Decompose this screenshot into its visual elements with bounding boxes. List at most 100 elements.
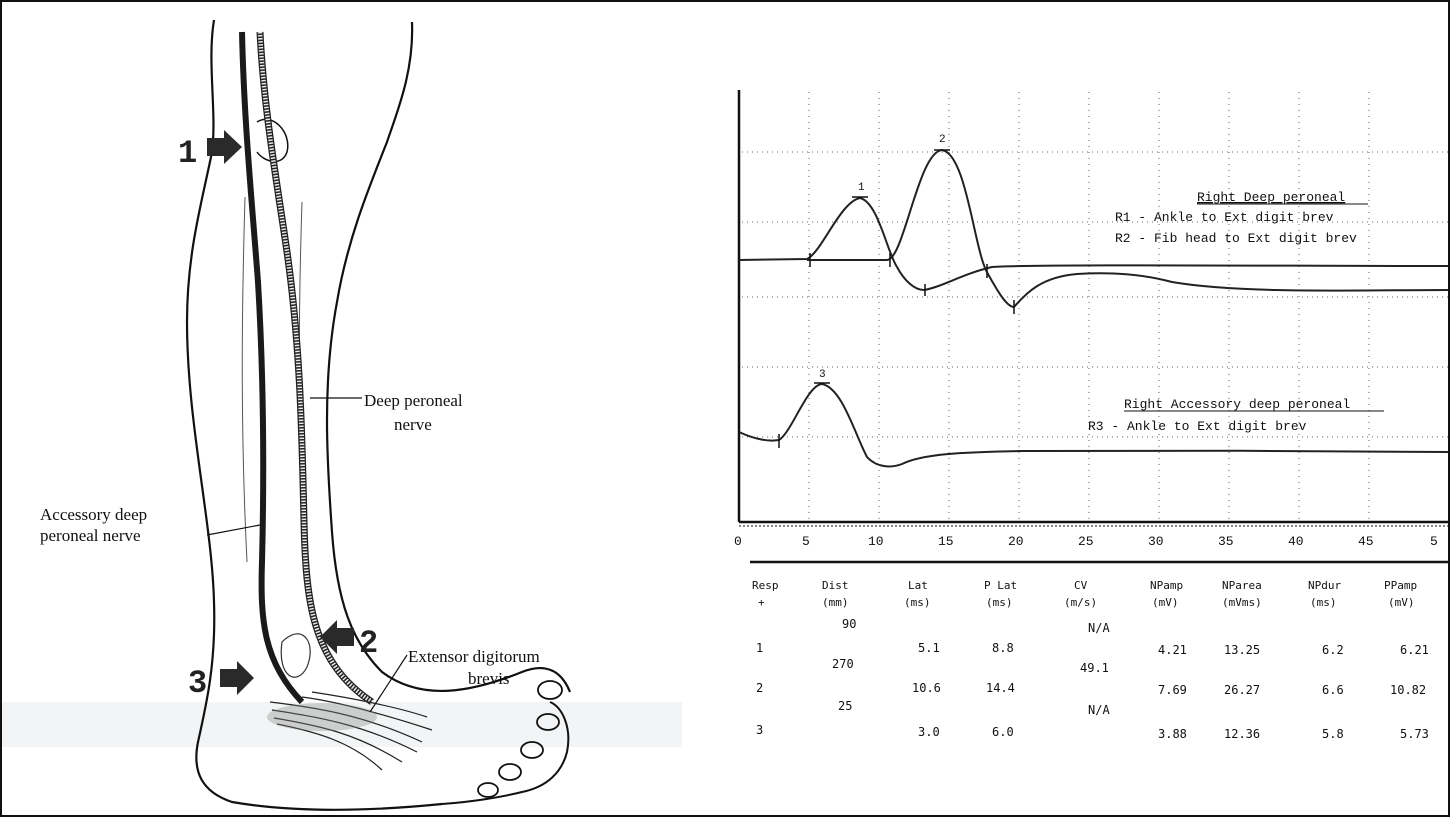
- peak-markers: [814, 149, 950, 384]
- toe-4: [498, 763, 522, 781]
- legend-bottom-title: Right Accessory deep peroneal: [1124, 397, 1350, 412]
- marker-3: 3: [188, 665, 207, 702]
- header-npdur-top: NPdur: [1308, 579, 1341, 592]
- header-cv-bot: (m/s): [1064, 596, 1097, 609]
- header-npamp-bot: (mV): [1152, 596, 1179, 609]
- trace-r1: [738, 196, 1449, 292]
- arrow-1-icon: [207, 130, 242, 164]
- marker-1: 1: [178, 135, 197, 172]
- accessory-deep-peroneal-nerve: [239, 31, 305, 705]
- header-nparea-bot: (mVms): [1222, 596, 1262, 609]
- header-nparea-top: NParea: [1222, 579, 1262, 592]
- toe-1: [537, 680, 563, 700]
- latency-markers: [778, 253, 1015, 448]
- trace-r2: [807, 148, 1449, 309]
- header-ppamp-bot: (mV): [1388, 596, 1415, 609]
- deep-peroneal-label-1: Deep peroneal: [364, 391, 463, 410]
- cell-ppamp: 6.21: [1400, 643, 1429, 657]
- cell-nparea: 13.25: [1224, 643, 1260, 657]
- legend-r3: R3 - Ankle to Ext digit brev: [1088, 419, 1307, 434]
- table-row: 3 3.0 6.0 3.88 12.36 5.8 5.73: [756, 723, 1429, 741]
- edb-label-2: brevis: [468, 669, 510, 688]
- segment-cv: 49.1: [1080, 661, 1109, 675]
- peak-label-2: 2: [939, 134, 946, 146]
- toe-2: [536, 713, 560, 731]
- cell-resp: 2: [756, 681, 763, 695]
- toe-3: [520, 741, 544, 759]
- malleolus: [280, 633, 311, 678]
- legend-top-title: Right Deep peroneal: [1197, 190, 1345, 205]
- nerve-conduction-trace: 1 2 3 Right Deep peroneal R1 - Ankle to …: [734, 90, 1449, 741]
- arrow-2-icon: [320, 620, 354, 654]
- leg-front-outline: [325, 21, 572, 693]
- header-resp-top: Resp: [752, 579, 779, 592]
- x-tick: 35: [1218, 534, 1234, 549]
- cell-npdur: 6.2: [1322, 643, 1344, 657]
- cell-resp: 1: [756, 641, 763, 655]
- extensor-digitorum-brevis-muscle: [269, 691, 433, 771]
- cell-npdur: 6.6: [1322, 683, 1344, 697]
- trace-r3: [738, 382, 1449, 468]
- cell-npamp: 3.88: [1158, 727, 1187, 741]
- peak-label-1: 1: [858, 182, 865, 194]
- x-tick: 25: [1078, 534, 1094, 549]
- cell-npamp: 4.21: [1158, 643, 1187, 657]
- edb-label-1: Extensor digitorum: [408, 647, 540, 666]
- deep-peroneal-nerve-stipple: [257, 31, 374, 704]
- accessory-label-1: Accessory deep: [40, 505, 147, 524]
- header-dist-bot: (mm): [822, 596, 849, 609]
- x-tick: 10: [868, 534, 884, 549]
- header-cv-top: CV: [1074, 579, 1088, 592]
- header-dist-top: Dist: [822, 579, 849, 592]
- header-plat-bot: (ms): [986, 596, 1013, 609]
- segment-dist: 90: [842, 617, 856, 631]
- segment-cv: N/A: [1088, 621, 1110, 635]
- x-tick: 30: [1148, 534, 1164, 549]
- leg-illustration-panel: 1 2 3 Deep peroneal nerve Accessory deep…: [2, 2, 682, 815]
- deep-peroneal-nerve: [256, 31, 374, 705]
- foot-toe-outline: [441, 701, 570, 805]
- toe-5: [477, 782, 499, 798]
- cell-resp: 3: [756, 723, 763, 737]
- cell-npamp: 7.69: [1158, 683, 1187, 697]
- cell-npdur: 5.8: [1322, 727, 1344, 741]
- x-tick: 15: [938, 534, 954, 549]
- cell-nparea: 26.27: [1224, 683, 1260, 697]
- cell-plat: 6.0: [992, 725, 1014, 739]
- cell-lat: 5.1: [918, 641, 940, 655]
- x-tick-labels: 0 5 10 15 20 25 30 35 40 45 5: [734, 534, 1438, 549]
- segment-cv: N/A: [1088, 703, 1110, 717]
- cell-ppamp: 5.73: [1400, 727, 1429, 741]
- x-tick: 5: [1430, 534, 1438, 549]
- header-lat-bot: (ms): [904, 596, 931, 609]
- header-plat-top: P Lat: [984, 579, 1017, 592]
- vertical-gridlines: [808, 92, 1370, 520]
- cell-ppamp: 10.82: [1390, 683, 1426, 697]
- x-tick: 20: [1008, 534, 1024, 549]
- legend-r1: R1 - Ankle to Ext digit brev: [1115, 210, 1334, 225]
- leg-illustration: 1 2 3 Deep peroneal nerve Accessory deep…: [2, 19, 682, 811]
- accessory-nerve-leader: [206, 524, 261, 536]
- cell-nparea: 12.36: [1224, 727, 1260, 741]
- x-tick: 40: [1288, 534, 1304, 549]
- table-row: 2 10.6 14.4 7.69 26.27 6.6 10.82: [756, 681, 1426, 697]
- peak-label-3: 3: [819, 369, 826, 381]
- header-lat-top: Lat: [908, 579, 928, 592]
- cell-plat: 8.8: [992, 641, 1014, 655]
- edb-leader: [369, 654, 408, 713]
- header-resp-bot: +: [758, 596, 765, 609]
- x-tick: 45: [1358, 534, 1374, 549]
- segment-dist: 270: [832, 657, 854, 671]
- accessory-label-2: peroneal nerve: [40, 526, 141, 545]
- segment-dist: 25: [838, 699, 852, 713]
- arrow-3-icon: [220, 661, 254, 695]
- header-npdur-bot: (ms): [1310, 596, 1337, 609]
- deep-peroneal-label-2: nerve: [394, 415, 432, 434]
- header-ppamp-top: PPamp: [1384, 579, 1417, 592]
- table-header: Resp + Dist (mm) Lat (ms) P Lat (ms) CV …: [752, 579, 1417, 609]
- table-row: 1 5.1 8.8 4.21 13.25 6.2 6.21: [756, 641, 1429, 657]
- muscle-shading: [267, 703, 377, 731]
- cell-lat: 3.0: [918, 725, 940, 739]
- x-tick: 5: [802, 534, 810, 549]
